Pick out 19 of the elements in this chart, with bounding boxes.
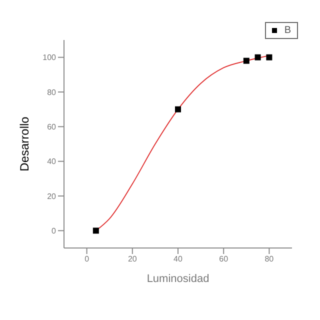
y-tick-label: 0 (52, 226, 57, 236)
x-axis-title: Luminosidad (146, 273, 210, 285)
y-tick-label: 100 (42, 53, 57, 62)
y-tick-label: 60 (47, 122, 57, 132)
x-tick-label: 40 (174, 254, 183, 264)
point (266, 54, 272, 60)
y-tick-label: 40 (47, 157, 57, 166)
point (243, 58, 250, 64)
y-axis-title: Desarrollo (17, 116, 32, 172)
y-tick-label: 20 (47, 192, 57, 201)
point (254, 54, 261, 60)
point (92, 228, 99, 234)
x-tick-label: 80 (264, 254, 274, 264)
x-tick-label: 60 (219, 254, 229, 264)
y-tick-label: 80 (47, 88, 57, 97)
x-tick-label: 20 (128, 254, 138, 264)
point (175, 106, 181, 112)
legend-label: B (284, 25, 291, 36)
x-tick-label: 0 (84, 254, 90, 264)
